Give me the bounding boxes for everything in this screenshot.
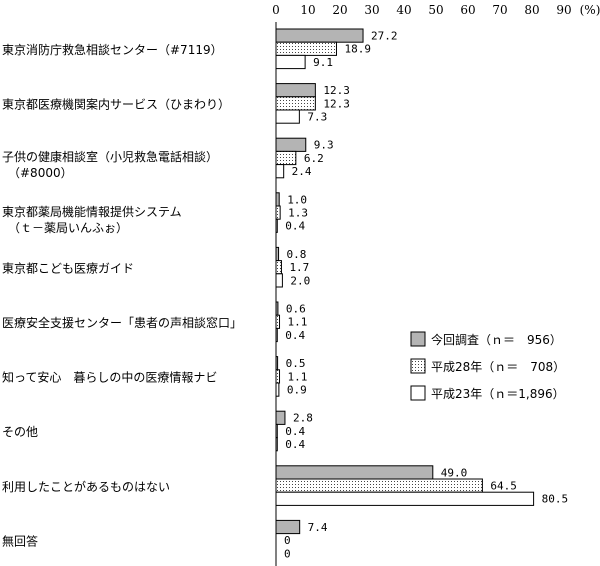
- bar: [275, 478, 483, 493]
- data-label: 49.0: [441, 466, 468, 479]
- data-label: 27.2: [371, 30, 398, 43]
- x-tick-label: 90: [556, 3, 571, 17]
- x-tick-label: 20: [332, 3, 347, 17]
- x-tick-label: 10: [300, 3, 315, 17]
- bar: [275, 301, 279, 316]
- bar: [275, 83, 316, 98]
- x-axis: 0 10 20 30 40 50 60 70 80 90 (%): [272, 3, 600, 566]
- legend-swatch: [410, 331, 426, 347]
- data-label: 12.3: [323, 84, 350, 97]
- data-label: 1.1: [288, 370, 308, 383]
- data-label: 64.5: [490, 480, 517, 493]
- bar: [275, 369, 281, 384]
- data-label: 0.4: [285, 329, 305, 342]
- bar: [275, 382, 280, 397]
- bar: [275, 150, 297, 166]
- data-label: 9.1: [313, 56, 333, 69]
- bar: [275, 28, 364, 43]
- data-label: 12.3: [323, 97, 350, 110]
- x-unit-label: (%): [580, 3, 600, 17]
- category-label: 東京都薬局機能情報提供システム: [2, 204, 182, 219]
- bar: [275, 314, 281, 329]
- data-label: 1.3: [288, 207, 308, 220]
- data-label: 6.2: [304, 152, 324, 165]
- bar: [275, 246, 280, 262]
- category-label: 知って安心 暮らしの中の医療情報ナビ: [2, 370, 217, 385]
- bar: [275, 192, 280, 207]
- category-label: その他: [2, 425, 38, 439]
- data-label: 0.4: [285, 438, 305, 451]
- legend-label: 平成28年（ｎ＝ 708）: [431, 360, 565, 374]
- category-label: （#8000）: [8, 166, 73, 180]
- bar: [275, 465, 434, 480]
- x-tick-label: 80: [524, 3, 539, 17]
- bar: [275, 437, 278, 452]
- legend-label: 今回調査（ｎ＝ 956）: [431, 332, 562, 347]
- data-label: 0.4: [285, 425, 305, 438]
- bar: [275, 423, 278, 439]
- data-label: 18.9: [344, 43, 371, 56]
- category-label: 東京消防庁救急相談センター（#7119）: [2, 42, 223, 57]
- category-label: 東京都医療機関案内サービス（ひまわり）: [2, 97, 230, 112]
- bar: [275, 164, 285, 179]
- bar: [275, 54, 306, 70]
- data-label: 0.8: [287, 248, 307, 261]
- x-tick-label: 0: [272, 3, 280, 17]
- category-label: （ｔ－薬局いんふぉ）: [8, 221, 128, 235]
- x-tick-label: 40: [396, 3, 411, 17]
- data-label: 2.8: [293, 412, 313, 425]
- bars: 27.218.99.112.312.37.39.36.22.41.01.30.4…: [275, 28, 569, 560]
- bar: [275, 218, 278, 233]
- x-tick-label: 50: [428, 3, 443, 17]
- legend-label: 平成23年（ｎ＝1,896）: [431, 387, 565, 401]
- bar: [275, 356, 279, 371]
- data-label: 0.4: [285, 220, 305, 233]
- bar: [275, 205, 281, 220]
- bar: [275, 273, 283, 288]
- category-labels: 東京消防庁救急相談センター（#7119） 東京都医療機関案内サービス（ひまわり） 子…: [2, 42, 242, 548]
- data-label: 7.4: [308, 521, 328, 534]
- data-label: 2.4: [292, 165, 312, 178]
- bar: [275, 260, 282, 275]
- data-label: 2.0: [290, 274, 310, 287]
- category-label: 医療安全支援センター「患者の声相談窓口」: [2, 315, 242, 330]
- category-label: 無回答: [2, 533, 38, 548]
- bar: [275, 96, 316, 111]
- data-label: 1.7: [289, 261, 309, 274]
- legend-swatch: [410, 385, 426, 401]
- data-label: 0: [284, 547, 291, 560]
- data-label: 7.3: [307, 111, 327, 124]
- bar: [275, 491, 535, 506]
- data-label: 0.9: [287, 384, 307, 397]
- bar: [275, 327, 278, 343]
- bar: [275, 109, 300, 124]
- data-label: 0.6: [286, 303, 306, 316]
- bar: [275, 41, 337, 56]
- category-label: 東京都こども医療ガイド: [2, 261, 134, 275]
- category-label: 子供の健康相談室（小児救急電話相談）: [2, 149, 218, 164]
- bar: [275, 519, 301, 535]
- legend-swatch: [410, 358, 426, 374]
- data-label: 0: [284, 534, 291, 547]
- data-label: 1.0: [287, 193, 307, 206]
- bar: [275, 410, 286, 425]
- x-tick-label: 60: [460, 3, 475, 17]
- data-label: 0.5: [286, 357, 306, 370]
- category-label: 利用したことがあるものはない: [2, 479, 170, 494]
- bar: [275, 137, 307, 152]
- data-label: 80.5: [542, 493, 569, 506]
- x-tick-label: 70: [492, 3, 507, 17]
- x-tick-label: 30: [364, 3, 379, 17]
- legend: 今回調査（ｎ＝ 956） 平成28年（ｎ＝ 708） 平成23年（ｎ＝1,896）: [410, 331, 565, 401]
- data-label: 9.3: [314, 139, 334, 152]
- data-label: 1.1: [288, 316, 308, 329]
